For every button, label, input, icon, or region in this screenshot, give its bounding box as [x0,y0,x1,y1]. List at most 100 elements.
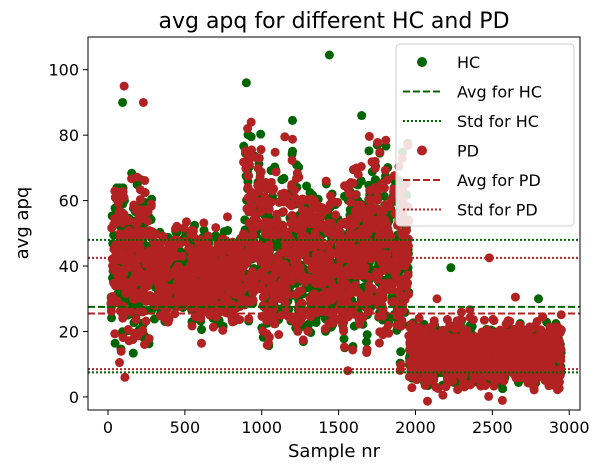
pd-point [553,385,563,395]
pd-point [247,145,257,155]
pd-point [442,315,452,325]
legend-label: Std for PD [457,201,538,220]
pd-point [448,322,458,332]
hc-point [107,313,117,323]
pd-point [161,315,171,325]
pd-point [373,186,383,196]
hc-point [287,115,297,125]
legend-label: HC [457,53,480,72]
pd-point [134,252,144,262]
pd-point [380,165,390,175]
pd-point [379,203,389,213]
pd-point [384,328,394,338]
pd-point [339,342,349,352]
pd-point [151,229,161,239]
pd-point [366,254,376,264]
pd-point [169,243,179,253]
pd-point [334,241,344,251]
pd-point [376,237,386,247]
pd-point [280,298,290,308]
pd-point [171,284,181,294]
pd-point [359,247,369,257]
pd-point [294,286,304,296]
pd-point [317,209,327,219]
pd-point [500,368,510,378]
legend-marker [417,145,427,156]
pd-point [475,340,485,350]
pd-point [348,178,358,188]
pd-point [551,322,561,332]
pd-point [138,325,148,335]
pd-point [480,330,490,340]
pd-point [135,242,145,252]
pd-point [278,221,288,231]
pd-point [407,383,417,393]
pd-point [556,310,566,320]
pd-point [404,372,414,382]
pd-point [181,217,191,227]
chart-title: avg apq for different HC and PD [158,9,509,34]
pd-point [508,329,518,339]
pd-point [192,289,202,299]
legend-label: Avg for PD [457,171,541,190]
pd-point [213,248,223,258]
pd-point [140,188,150,198]
pd-point [422,396,432,406]
pd-point [159,286,169,296]
pd-point [533,351,543,361]
plot-frame [87,36,581,411]
pd-point [115,232,125,242]
pd-point [219,291,229,301]
pd-point [266,177,276,187]
pd-point [143,216,153,226]
pd-point [348,345,358,355]
pd-point [364,131,374,141]
pd-point [514,320,524,330]
pd-point [253,163,263,173]
pd-point [180,237,190,247]
y-tick-label: 20 [59,322,79,341]
pd-point [279,272,289,282]
pd-point [429,319,439,329]
pd-point [170,252,180,262]
pd-point [244,160,254,170]
pd-point [184,244,194,254]
pd-point [484,391,494,401]
pd-point [359,270,369,280]
pd-point [328,269,338,279]
reference-lines [88,238,580,374]
pd-point [145,291,155,301]
pd-point [386,231,396,241]
x-tick-label: 0 [103,418,113,437]
pd-point [449,343,459,353]
pd-point [476,381,486,391]
pd-point [377,179,387,189]
pd-point [544,331,554,341]
pd-point [272,268,282,278]
pd-point [506,355,516,365]
pd-point [305,293,315,303]
pd-point [260,229,270,239]
pd-point [258,221,268,231]
pd-point [401,236,411,246]
pd-point [204,275,214,285]
pd-point [321,176,331,186]
pd-point [120,372,130,382]
pd-point [296,249,306,259]
pd-point [127,174,137,184]
pd-point [154,258,164,268]
hc-point [197,325,207,335]
pd-point [308,204,318,214]
pd-point [278,207,288,217]
pd-point [331,210,341,220]
pd-point [263,338,273,348]
pd-point [130,218,140,228]
hc-point [498,384,508,394]
pd-point [294,304,304,314]
pd-point [228,237,238,247]
pd-point [287,155,297,165]
pd-point [497,395,507,405]
pd-point [247,281,257,291]
pd-point [365,195,375,205]
pd-point [381,135,391,145]
